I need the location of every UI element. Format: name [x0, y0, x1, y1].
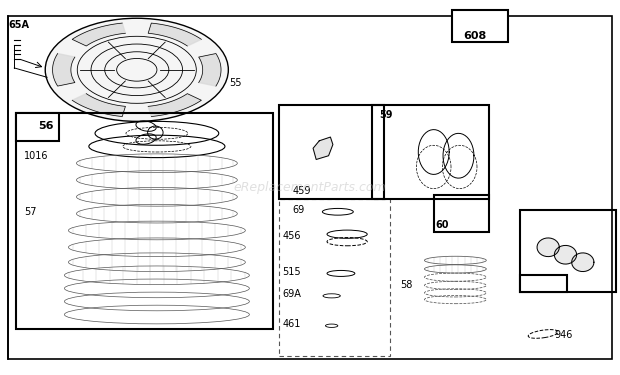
Bar — [520, 210, 616, 292]
Text: 461: 461 — [282, 319, 301, 329]
Text: 55: 55 — [229, 78, 242, 88]
Text: 56: 56 — [38, 121, 53, 131]
Text: 515: 515 — [282, 267, 301, 277]
Text: 946A: 946A — [533, 278, 559, 286]
Text: eReplacementParts.com: eReplacementParts.com — [234, 181, 386, 194]
Text: 65A: 65A — [9, 20, 30, 30]
Bar — [279, 105, 384, 199]
Polygon shape — [199, 54, 221, 86]
Text: 946: 946 — [554, 330, 573, 340]
Text: 459: 459 — [293, 186, 311, 196]
Polygon shape — [148, 94, 202, 117]
Bar — [279, 199, 391, 356]
Polygon shape — [537, 238, 559, 256]
Text: 456: 456 — [282, 231, 301, 241]
Text: 608: 608 — [463, 31, 487, 41]
Text: 57: 57 — [24, 207, 37, 217]
Text: 69: 69 — [293, 205, 305, 215]
Text: 58: 58 — [400, 280, 412, 290]
Text: 60: 60 — [436, 220, 449, 231]
Polygon shape — [148, 23, 202, 46]
Polygon shape — [313, 137, 333, 159]
Bar — [16, 113, 273, 330]
Bar — [16, 113, 60, 141]
Text: 69A: 69A — [282, 289, 301, 299]
Text: 1016: 1016 — [24, 151, 49, 161]
Bar — [520, 275, 567, 292]
Polygon shape — [572, 253, 594, 272]
Polygon shape — [554, 245, 577, 264]
Bar — [434, 195, 489, 232]
Polygon shape — [72, 94, 125, 117]
Text: 59: 59 — [379, 110, 393, 120]
Bar — [452, 10, 508, 42]
Bar — [372, 105, 489, 199]
Polygon shape — [72, 23, 125, 46]
Ellipse shape — [45, 18, 228, 122]
Polygon shape — [53, 54, 75, 86]
